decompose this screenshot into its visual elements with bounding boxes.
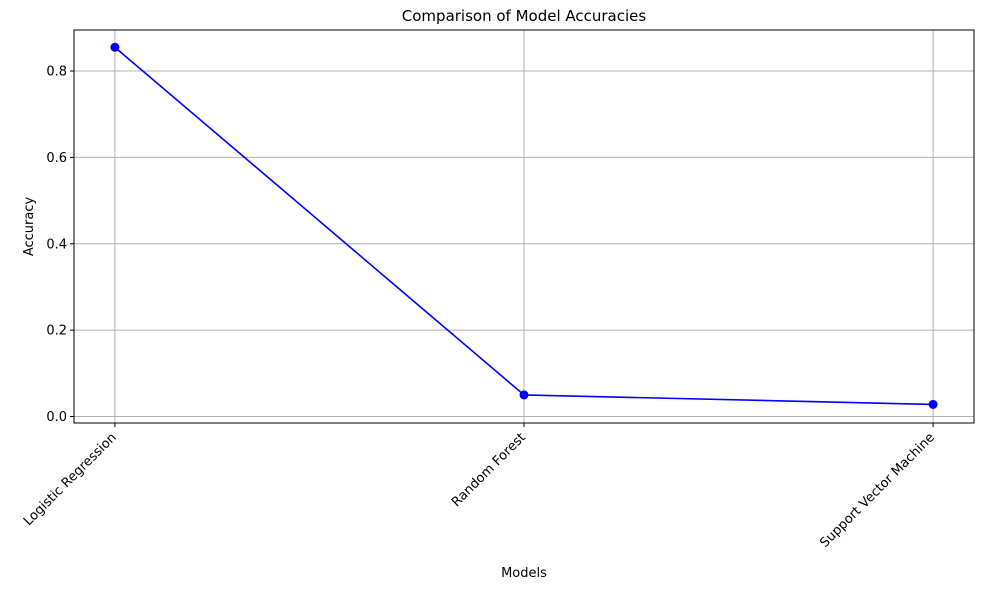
data-point-marker — [519, 390, 529, 400]
y-tick-label: 0.8 — [46, 65, 67, 80]
x-axis-label: Models — [501, 566, 547, 581]
y-tick-label: 0.4 — [46, 237, 67, 252]
chart-title: Comparison of Model Accuracies — [402, 7, 647, 25]
y-tick-label: 0.6 — [46, 151, 67, 166]
y-axis-label: Accuracy — [22, 197, 37, 257]
data-point-marker — [928, 399, 938, 409]
y-tick-label: 0.0 — [46, 410, 67, 425]
data-point-marker — [110, 42, 120, 52]
y-axis-ticks: 0.0 0.2 0.4 0.6 0.8 — [46, 65, 74, 425]
series-layer — [110, 42, 938, 409]
grid — [74, 30, 974, 423]
y-tick-label: 0.2 — [46, 324, 67, 339]
